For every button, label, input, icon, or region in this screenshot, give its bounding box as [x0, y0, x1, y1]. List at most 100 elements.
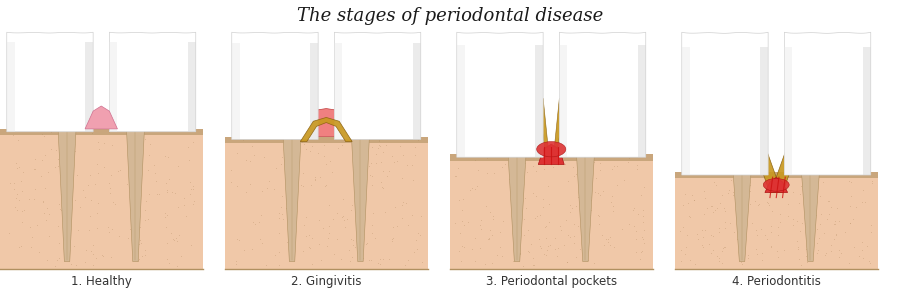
Point [354, 253, 368, 257]
Point [299, 147, 313, 151]
Point [335, 142, 349, 147]
Point [345, 255, 359, 260]
Point [164, 231, 178, 235]
Point [780, 214, 795, 218]
Point [230, 258, 244, 263]
Point [321, 203, 336, 208]
Point [182, 158, 196, 162]
Point [283, 246, 297, 251]
Point [364, 223, 379, 228]
Point [40, 169, 55, 174]
Point [628, 249, 643, 254]
Point [621, 160, 635, 165]
Point [58, 175, 73, 180]
Point [751, 203, 765, 208]
Point [479, 204, 493, 209]
Point [727, 181, 742, 186]
Point [502, 177, 517, 182]
Point [575, 204, 590, 209]
Point [48, 264, 62, 268]
Point [672, 229, 687, 233]
Point [610, 163, 625, 168]
Point [52, 255, 67, 260]
Polygon shape [560, 32, 646, 157]
Point [49, 148, 63, 153]
Point [44, 147, 58, 151]
Point [806, 191, 821, 196]
Point [357, 201, 372, 206]
Point [158, 181, 173, 185]
Point [452, 197, 466, 202]
Point [760, 201, 775, 205]
Point [9, 192, 23, 197]
Point [637, 240, 652, 245]
Point [679, 244, 693, 249]
Point [636, 237, 651, 241]
Point [104, 173, 119, 178]
Point [369, 152, 383, 156]
Point [517, 233, 531, 238]
Point [148, 171, 163, 175]
Point [554, 223, 568, 228]
Point [520, 249, 535, 253]
Polygon shape [682, 47, 689, 175]
Point [342, 248, 356, 252]
Point [170, 263, 184, 268]
Point [591, 191, 606, 195]
Point [22, 225, 37, 229]
Point [305, 143, 320, 148]
Point [353, 206, 367, 211]
Point [376, 257, 391, 262]
Point [688, 262, 702, 266]
Point [502, 162, 517, 166]
Point [810, 241, 824, 246]
Polygon shape [802, 172, 820, 262]
Point [616, 177, 631, 182]
Point [512, 251, 526, 256]
Polygon shape [7, 32, 94, 132]
Point [817, 253, 832, 257]
Point [176, 196, 191, 200]
Point [238, 248, 252, 253]
Point [103, 191, 117, 195]
Point [561, 233, 575, 237]
Point [864, 229, 878, 234]
Polygon shape [58, 128, 76, 262]
Point [753, 226, 768, 231]
Point [821, 199, 835, 203]
Point [380, 174, 394, 178]
Point [493, 229, 508, 234]
Point [760, 236, 775, 241]
Point [410, 231, 425, 235]
Point [160, 212, 175, 217]
Point [718, 244, 733, 249]
Polygon shape [232, 32, 319, 139]
Point [31, 223, 45, 227]
Point [635, 208, 650, 212]
Point [27, 197, 41, 201]
Point [627, 223, 642, 228]
Point [512, 251, 526, 256]
Point [120, 182, 134, 186]
Point [856, 188, 870, 192]
Point [715, 193, 729, 197]
Point [15, 220, 30, 224]
Point [750, 252, 764, 257]
Point [67, 132, 81, 136]
Point [567, 234, 581, 238]
Point [791, 247, 806, 252]
Point [715, 261, 729, 265]
Point [382, 168, 396, 173]
Point [822, 199, 836, 204]
Point [480, 155, 494, 160]
Point [597, 243, 611, 248]
Polygon shape [553, 98, 564, 162]
Point [337, 218, 351, 223]
Polygon shape [760, 47, 768, 175]
Point [267, 187, 282, 192]
Point [790, 238, 805, 243]
Point [603, 235, 617, 239]
Point [159, 257, 174, 262]
Point [336, 213, 350, 218]
Point [123, 227, 138, 231]
